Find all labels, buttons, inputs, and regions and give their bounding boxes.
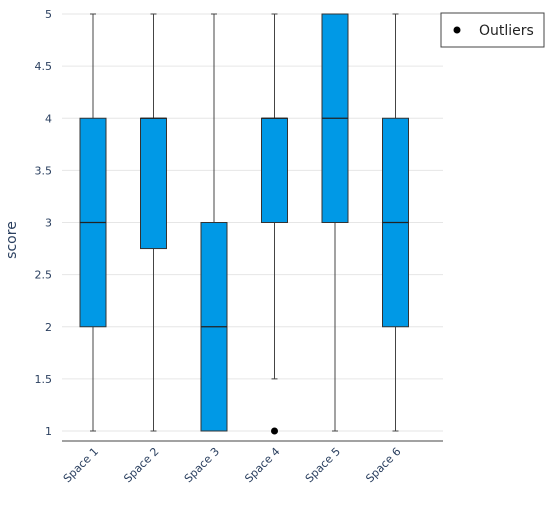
iqr-box-4 (261, 117, 288, 223)
y-tick-label-4: 3 (45, 217, 52, 230)
y-tick-label-0: 1 (45, 425, 52, 438)
x-tick-label-3: Space 3 (182, 445, 222, 485)
x-tick-label-5: Space 5 (303, 445, 343, 485)
y-tick-label-2: 2 (45, 321, 52, 334)
x-tick-label-6: Space 6 (363, 445, 403, 485)
outlier-point-1 (271, 427, 278, 435)
legend-outlier-marker-icon (453, 26, 461, 34)
y-axis-ticks: 1 1.5 2 2.5 3 3.5 4 4.5 5 (35, 8, 53, 438)
y-tick-label-3: 2.5 (35, 269, 53, 282)
y-tick-label-6: 4 (45, 112, 52, 125)
box-6 (382, 13, 409, 432)
x-tick-label-2: Space 2 (121, 445, 161, 485)
box-series (79, 13, 409, 432)
legend-label-outliers: Outliers (479, 23, 534, 39)
outlier-series (271, 427, 278, 435)
y-axis-title: score (4, 221, 20, 259)
y-tick-label-8: 5 (45, 8, 52, 21)
box-5 (321, 13, 349, 432)
box-4 (261, 13, 288, 380)
y-tick-label-5: 3.5 (35, 164, 53, 177)
y-tick-label-1: 1.5 (35, 373, 53, 386)
legend[interactable]: Outliers (440, 12, 545, 48)
x-tick-label-4: Space 4 (242, 445, 282, 485)
box-2 (140, 13, 167, 432)
iqr-box-2 (140, 117, 167, 250)
x-axis-ticks: Space 1 Space 2 Space 3 Space 4 Space 5 Space… (61, 445, 404, 485)
grid-lines (62, 13, 443, 432)
box-1 (79, 13, 107, 432)
box-3 (200, 13, 228, 432)
y-tick-label-7: 4.5 (35, 60, 53, 73)
x-tick-label-1: Space 1 (61, 445, 101, 485)
